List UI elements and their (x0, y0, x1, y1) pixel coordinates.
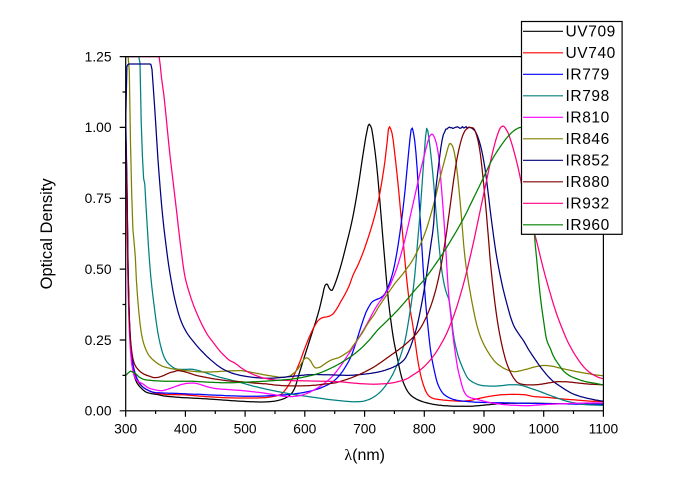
svg-text:900: 900 (472, 422, 495, 437)
svg-text:IR852: IR852 (566, 153, 610, 170)
svg-text:IR798: IR798 (566, 88, 610, 105)
svg-text:600: 600 (293, 422, 316, 437)
svg-text:Optical Density: Optical Density (38, 178, 56, 290)
svg-text:700: 700 (353, 422, 376, 437)
svg-text:0.50: 0.50 (85, 262, 112, 277)
svg-text:500: 500 (234, 422, 257, 437)
svg-text:0.25: 0.25 (85, 333, 112, 348)
svg-text:IR810: IR810 (566, 110, 610, 127)
svg-text:UV740: UV740 (566, 45, 616, 62)
svg-text:1.25: 1.25 (85, 49, 112, 64)
svg-text:IR779: IR779 (566, 67, 610, 84)
svg-text:0.75: 0.75 (85, 191, 112, 206)
svg-text:IR846: IR846 (566, 131, 610, 148)
svg-text:1100: 1100 (589, 422, 619, 437)
svg-text:λ(nm): λ(nm) (344, 447, 385, 464)
svg-text:UV709: UV709 (566, 24, 616, 41)
svg-text:1000: 1000 (528, 422, 559, 437)
svg-text:0.00: 0.00 (85, 404, 112, 419)
svg-text:IR960: IR960 (566, 217, 610, 234)
svg-text:800: 800 (413, 422, 436, 437)
svg-text:1.00: 1.00 (85, 120, 112, 135)
svg-text:IR880: IR880 (566, 174, 610, 191)
svg-text:IR932: IR932 (566, 196, 610, 213)
svg-text:400: 400 (174, 422, 197, 437)
svg-text:300: 300 (114, 422, 137, 437)
